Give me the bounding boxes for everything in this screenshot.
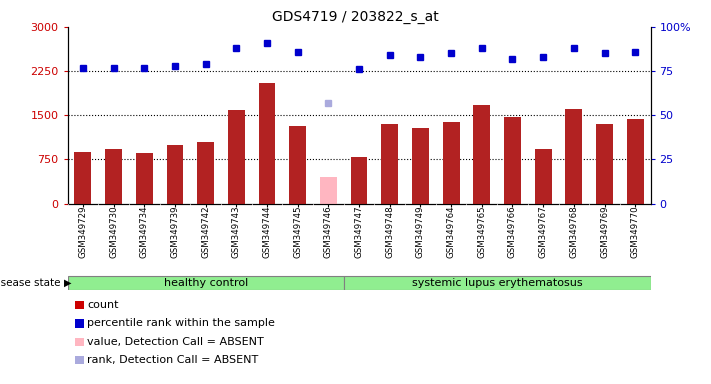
Text: GSM349743: GSM349743 bbox=[232, 206, 241, 258]
Text: GSM349767: GSM349767 bbox=[539, 206, 547, 258]
Bar bbox=[320, 177, 337, 204]
Bar bbox=[412, 128, 429, 204]
Bar bbox=[381, 124, 398, 204]
Text: GSM349734: GSM349734 bbox=[140, 206, 149, 258]
Bar bbox=[136, 154, 153, 204]
Bar bbox=[627, 119, 643, 204]
Bar bbox=[565, 109, 582, 204]
Text: GSM349745: GSM349745 bbox=[293, 206, 302, 258]
Text: percentile rank within the sample: percentile rank within the sample bbox=[87, 318, 275, 328]
Bar bbox=[228, 111, 245, 204]
Text: GSM349742: GSM349742 bbox=[201, 206, 210, 258]
FancyBboxPatch shape bbox=[343, 276, 651, 290]
Text: GSM349764: GSM349764 bbox=[447, 206, 456, 258]
FancyBboxPatch shape bbox=[68, 276, 343, 290]
Text: GSM349765: GSM349765 bbox=[477, 206, 486, 258]
Text: value, Detection Call = ABSENT: value, Detection Call = ABSENT bbox=[87, 337, 264, 347]
Bar bbox=[197, 142, 214, 204]
Text: GSM349749: GSM349749 bbox=[416, 206, 425, 258]
Bar bbox=[535, 149, 552, 204]
Bar bbox=[351, 157, 368, 204]
Text: disease state: disease state bbox=[0, 278, 64, 288]
Text: count: count bbox=[87, 300, 119, 310]
Bar bbox=[259, 83, 275, 204]
Bar bbox=[596, 124, 613, 204]
Text: systemic lupus erythematosus: systemic lupus erythematosus bbox=[412, 278, 582, 288]
Text: GSM349739: GSM349739 bbox=[171, 206, 179, 258]
Bar bbox=[166, 145, 183, 204]
Text: rank, Detection Call = ABSENT: rank, Detection Call = ABSENT bbox=[87, 355, 259, 365]
Text: GSM349748: GSM349748 bbox=[385, 206, 394, 258]
Text: GDS4719 / 203822_s_at: GDS4719 / 203822_s_at bbox=[272, 10, 439, 23]
Text: GSM349768: GSM349768 bbox=[570, 206, 578, 258]
Text: ▶: ▶ bbox=[64, 278, 72, 288]
Text: healthy control: healthy control bbox=[164, 278, 247, 288]
Text: GSM349747: GSM349747 bbox=[355, 206, 363, 258]
Text: GSM349769: GSM349769 bbox=[600, 206, 609, 258]
Bar bbox=[105, 149, 122, 204]
Text: GSM349766: GSM349766 bbox=[508, 206, 517, 258]
Bar bbox=[504, 117, 521, 204]
Text: GSM349744: GSM349744 bbox=[262, 206, 272, 258]
Bar bbox=[289, 126, 306, 204]
Text: GSM349730: GSM349730 bbox=[109, 206, 118, 258]
Text: GSM349746: GSM349746 bbox=[324, 206, 333, 258]
Text: GSM349770: GSM349770 bbox=[631, 206, 640, 258]
Bar bbox=[474, 104, 491, 204]
Bar bbox=[75, 152, 91, 204]
Bar bbox=[443, 122, 459, 204]
Text: GSM349729: GSM349729 bbox=[78, 206, 87, 258]
